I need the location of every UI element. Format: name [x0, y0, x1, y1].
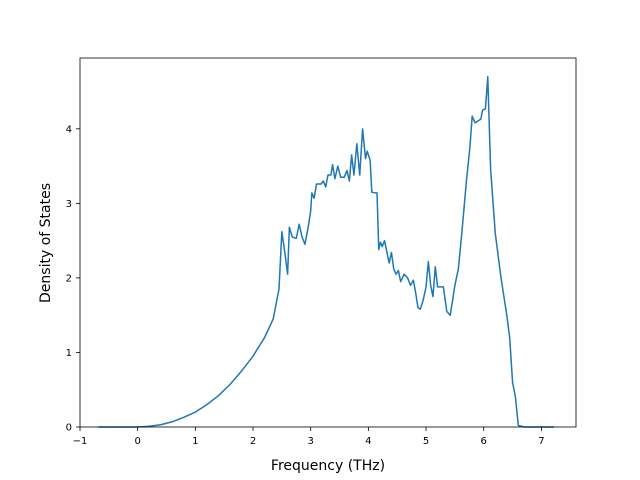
- x-tick-label: 6: [481, 436, 487, 447]
- x-tick-label: 7: [538, 436, 544, 447]
- y-axis: 0 1 2 3 4: [66, 124, 80, 434]
- y-tick-label: 3: [66, 199, 72, 210]
- x-tick-label: 3: [308, 436, 314, 447]
- x-tick-label: 0: [134, 436, 140, 447]
- y-tick-label: 2: [66, 273, 72, 284]
- x-tick-label: 2: [250, 436, 256, 447]
- y-axis-label: Density of States: [38, 183, 54, 303]
- y-tick-label: 1: [66, 348, 72, 359]
- plot-area: [79, 57, 577, 428]
- y-tick-label: 4: [66, 124, 72, 135]
- x-axis: −1 0 1 2 3 4 5 6 7: [73, 427, 545, 447]
- y-tick-label: 0: [66, 423, 72, 434]
- dos-line-0: [98, 75, 555, 428]
- x-tick-label: 5: [423, 436, 429, 447]
- plot-frame: [79, 57, 577, 428]
- x-tick-label: 1: [192, 436, 198, 447]
- x-tick-label: −1: [73, 436, 88, 447]
- x-tick-label: 4: [365, 436, 371, 447]
- x-axis-label: Frequency (THz): [271, 458, 385, 474]
